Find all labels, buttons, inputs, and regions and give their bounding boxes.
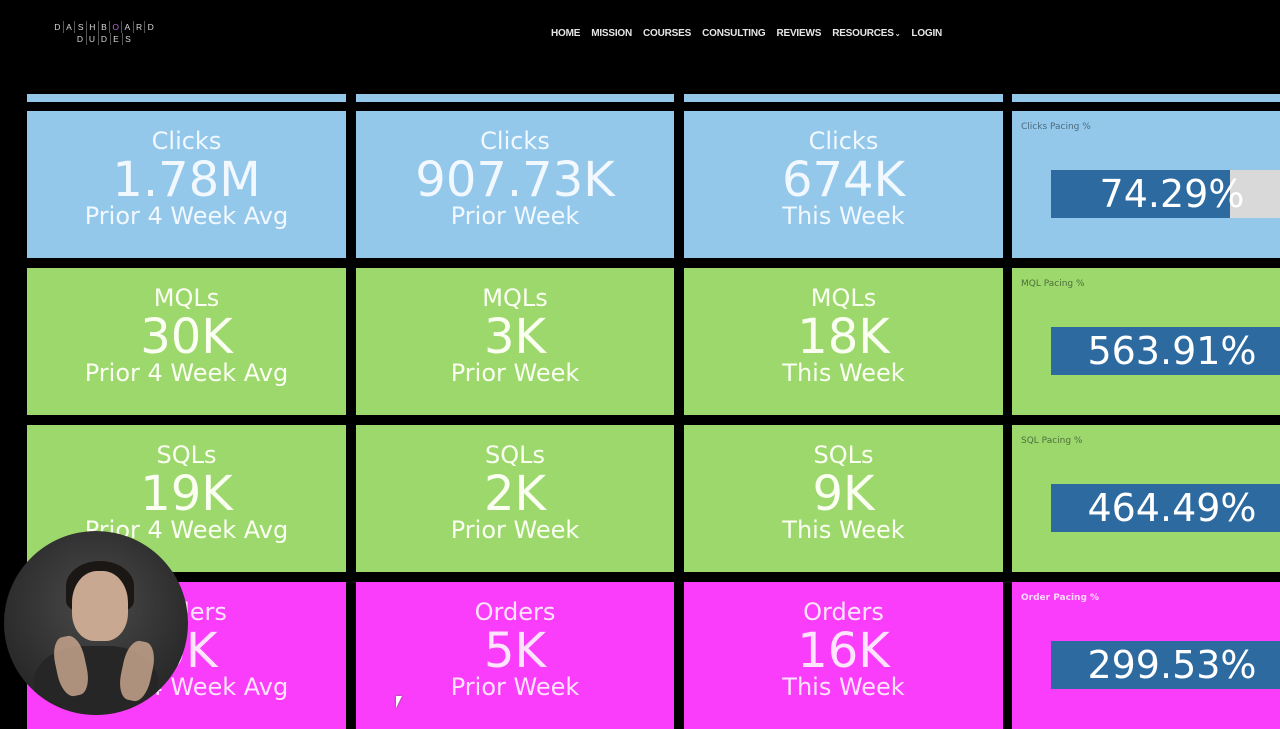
card-label: Clicks xyxy=(151,127,222,155)
pacing-title: MQL Pacing % xyxy=(1021,279,1085,289)
nav-resources[interactable]: RESOURCES⌄ xyxy=(832,28,900,39)
clicks-prior-week-card: Clicks 907.73K Prior Week xyxy=(356,111,674,258)
card-period: Prior Week xyxy=(450,673,580,701)
card-value: 2K xyxy=(483,466,546,522)
presenter-face xyxy=(72,571,128,641)
card-period: This Week xyxy=(782,202,905,230)
clicks-pacing-card: Clicks Pacing % 74.29% xyxy=(1012,111,1280,258)
chevron-down-icon: ⌄ xyxy=(894,31,901,38)
mqls-this-week-card: MQLs 18K This Week xyxy=(684,268,1003,415)
card-value: 16K xyxy=(797,623,890,679)
card-value: 30K xyxy=(140,309,233,365)
cut-off-card xyxy=(1012,94,1280,102)
sqls-prior-4-week-avg-card: SQLs 19K Prior 4 Week Avg xyxy=(27,425,346,572)
card-label: MQLs xyxy=(482,284,548,312)
card-value: 9K xyxy=(812,466,875,522)
cut-off-card xyxy=(684,94,1003,102)
logo-letter: D xyxy=(54,22,61,32)
card-label: SQLs xyxy=(485,441,545,469)
sqls-this-week-card: SQLs 9K This Week xyxy=(684,425,1003,572)
logo-letter: R xyxy=(132,21,145,33)
sqls-prior-week-card: SQLs 2K Prior Week xyxy=(356,425,674,572)
logo-letter: S xyxy=(74,21,86,33)
logo-letter: H xyxy=(86,21,98,33)
card-value: 5K xyxy=(483,623,546,679)
card-period: Prior Week xyxy=(450,359,580,387)
pacing-progress-bar: 464.49% xyxy=(1051,484,1280,532)
nav-courses[interactable]: COURSES xyxy=(643,28,692,39)
order-pacing-card: Order Pacing % 299.53% xyxy=(1012,582,1280,729)
pacing-value: 74.29% xyxy=(1099,172,1245,216)
logo-line-2: D U D E S xyxy=(52,33,156,45)
mql-pacing-card: MQL Pacing % 563.91% xyxy=(1012,268,1280,415)
pacing-title: Clicks Pacing % xyxy=(1021,122,1091,132)
pacing-value: 299.53% xyxy=(1087,643,1257,687)
card-label: MQLs xyxy=(810,284,877,312)
dashboard-dudes-logo[interactable]: D A S H B O A R D D U D E S xyxy=(52,21,156,45)
pacing-progress-fill xyxy=(1051,327,1280,375)
logo-letter: D xyxy=(97,33,110,45)
logo-letter: A xyxy=(62,21,75,33)
card-value: 3K xyxy=(483,309,546,365)
clicks-this-week-card: Clicks 674K This Week xyxy=(684,111,1003,258)
sql-pacing-card: SQL Pacing % 464.49% xyxy=(1012,425,1280,572)
logo-letter: D xyxy=(76,34,84,44)
card-value: 19K xyxy=(140,466,233,522)
presenter-webcam-overlay xyxy=(4,531,188,715)
card-value: 1.78M xyxy=(112,152,261,208)
nav-home[interactable]: HOME xyxy=(551,28,581,39)
main-nav: HOME MISSION COURSES CONSULTING REVIEWS … xyxy=(551,28,942,39)
card-label: Orders xyxy=(474,598,556,626)
nav-login[interactable]: LOGIN xyxy=(911,28,943,39)
card-value: 674K xyxy=(781,152,906,208)
mqls-prior-4-week-avg-card: MQLs 30K Prior 4 Week Avg xyxy=(27,268,346,415)
logo-letter: D xyxy=(144,21,156,33)
card-label: Clicks xyxy=(480,127,550,155)
pacing-progress-bar: 74.29% xyxy=(1051,170,1280,218)
card-period: This Week xyxy=(782,359,905,387)
card-period: This Week xyxy=(782,673,905,701)
nav-consulting[interactable]: CONSULTING xyxy=(702,28,766,39)
nav-mission[interactable]: MISSION xyxy=(591,28,633,39)
card-value: 907.73K xyxy=(415,152,615,208)
pacing-value: 464.49% xyxy=(1087,486,1257,530)
orders-this-week-card: Orders 16K This Week xyxy=(684,582,1003,729)
mqls-prior-week-card: MQLs 3K Prior Week xyxy=(356,268,674,415)
cut-off-card xyxy=(27,94,346,102)
pacing-progress-fill xyxy=(1051,484,1280,532)
card-period: This Week xyxy=(782,516,905,544)
logo-letter: U xyxy=(85,33,98,45)
card-label: Clicks xyxy=(808,127,879,155)
logo-letter-accent: O xyxy=(109,21,121,33)
nav-reviews[interactable]: REVIEWS xyxy=(776,28,822,39)
card-value: 18K xyxy=(797,309,890,365)
card-label: Orders xyxy=(803,598,884,626)
logo-letter: E xyxy=(109,33,122,45)
pacing-value: 563.91% xyxy=(1087,329,1257,373)
logo-letter: S xyxy=(121,33,134,45)
nav-resources-label: RESOURCES xyxy=(832,28,894,39)
cut-off-card xyxy=(356,94,674,102)
card-label: SQLs xyxy=(813,441,874,469)
pacing-progress-bar: 299.53% xyxy=(1051,641,1280,689)
pacing-progress-fill xyxy=(1051,641,1280,689)
logo-letter: A xyxy=(121,21,133,33)
card-label: SQLs xyxy=(156,441,217,469)
clicks-prior-4-week-avg-card: Clicks 1.78M Prior 4 Week Avg xyxy=(27,111,346,258)
pacing-progress-fill xyxy=(1051,170,1230,218)
card-period: Prior Week xyxy=(450,202,580,230)
card-period: Prior 4 Week Avg xyxy=(84,359,289,387)
pacing-title: Order Pacing % xyxy=(1021,593,1100,603)
logo-line-1: D A S H B O A R D xyxy=(52,21,156,33)
mouse-cursor-icon xyxy=(396,696,402,708)
orders-prior-week-card: Orders 5K Prior Week xyxy=(356,582,674,729)
logo-letter: B xyxy=(97,21,110,33)
card-period: Prior 4 Week Avg xyxy=(84,202,289,230)
card-label: MQLs xyxy=(153,284,220,312)
pacing-title: SQL Pacing % xyxy=(1021,436,1083,446)
pacing-progress-bar: 563.91% xyxy=(1051,327,1280,375)
card-period: Prior Week xyxy=(450,516,580,544)
